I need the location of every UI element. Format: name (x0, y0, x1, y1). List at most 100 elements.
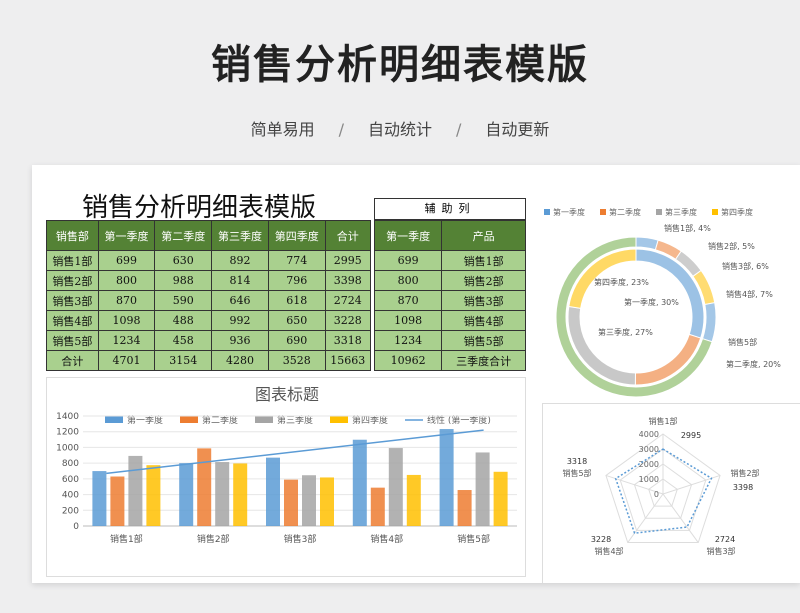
legend-label: 线性 (第一季度) (427, 414, 491, 426)
outer-slice (701, 302, 717, 343)
radar-chart[interactable]: 0 1000 2000 3000 4000 销售1部 2995 销售2部 3398 销售3部 272… (542, 403, 800, 583)
bar (352, 439, 367, 526)
sales-table-cell[interactable]: 2995 (324, 250, 372, 271)
legend-swatch (656, 209, 662, 215)
sheet-title: 销售分析明细表模版 (82, 193, 317, 223)
sales-table-cell[interactable]: 4280 (211, 350, 269, 371)
sales-table-cell[interactable]: 618 (267, 290, 326, 311)
legend-label: 第四季度 (721, 207, 753, 217)
sales-table-cell[interactable]: 销售3部 (46, 290, 99, 311)
aux-table-header-1: 产品 (441, 220, 526, 251)
sales-table-cell[interactable]: 合计 (46, 350, 99, 371)
sales-table-cell[interactable]: 3528 (267, 350, 326, 371)
sales-table-cell[interactable]: 销售1部 (46, 250, 99, 271)
sales-table-cell[interactable]: 699 (97, 250, 156, 271)
sales-table-cell[interactable]: 936 (211, 330, 269, 351)
sales-table-cell[interactable]: 3318 (324, 330, 372, 351)
bar (284, 479, 298, 526)
bar-chart[interactable]: 图表标题 第一季度 第二季度 第三季度 第四季度 线性 (第一季度) 0 200 400 600 8… (46, 377, 526, 577)
hero-title: 销售分析明细表模版 (211, 42, 589, 88)
inner-data-label: 第四季度, 23% (594, 277, 649, 287)
legend-label: 第三季度 (277, 414, 313, 426)
sales-table-cell[interactable]: 15663 (324, 350, 372, 371)
radar-tick-label: 2000 (639, 460, 659, 469)
legend-label: 第一季度 (553, 207, 585, 217)
radar-category-label: 销售4部 (594, 546, 623, 556)
bar (439, 429, 454, 526)
aux-table-header-0: 第一季度 (373, 220, 443, 251)
sales-table-cell[interactable]: 488 (154, 310, 213, 331)
radar-grid (648, 478, 678, 507)
aux-table-cell[interactable]: 800 (373, 270, 443, 291)
bar (197, 448, 212, 526)
sales-table-cell[interactable]: 796 (267, 270, 326, 291)
sales-table-cell[interactable]: 3398 (324, 270, 372, 291)
inner-data-label: 第一季度, 30% (624, 297, 679, 307)
aux-table-cell[interactable]: 1234 (373, 330, 443, 351)
outer-slice (635, 236, 659, 251)
sales-table-cell[interactable]: 992 (211, 310, 269, 331)
sales-table-cell[interactable]: 3154 (154, 350, 213, 371)
sales-table-cell[interactable]: 590 (154, 290, 213, 311)
aux-table-cell[interactable]: 销售4部 (441, 310, 526, 331)
bar (266, 457, 280, 526)
table-row: 699 销售1部 (373, 250, 526, 271)
aux-table-cell[interactable]: 1098 (373, 310, 443, 331)
subtitle: 简单易用 / 自动统计 / 自动更新 (0, 116, 800, 140)
donut-chart[interactable]: 第一季度 第二季度 第三季度 第四季度 第一季度, 30% 第二季度, 20% 第三季度, … (532, 193, 800, 403)
aux-table-cell[interactable]: 三季度合计 (441, 350, 526, 371)
sales-table-cell[interactable]: 988 (154, 270, 213, 291)
inner-data-label: 第二季度, 20% (726, 359, 781, 369)
legend-swatch (255, 416, 273, 423)
sales-table-cell[interactable]: 870 (97, 290, 156, 311)
radar-grid (633, 463, 693, 519)
aux-table-cell[interactable]: 销售3部 (441, 290, 526, 311)
aux-table-cell[interactable]: 销售5部 (441, 330, 526, 351)
radar-tick-label: 3000 (639, 445, 659, 454)
radar-category-label: 销售2部 (730, 468, 759, 478)
sales-table-header-3: 第三季度 (211, 220, 269, 251)
bar (128, 455, 143, 526)
x-tick-label: 销售2部 (197, 533, 230, 545)
sales-table-cell[interactable]: 3228 (324, 310, 372, 331)
sales-table-cell[interactable]: 800 (97, 270, 156, 291)
table-row: 1234 销售5部 (373, 330, 526, 351)
sales-table-header-1: 第一季度 (97, 220, 156, 251)
sales-table-cell[interactable]: 814 (211, 270, 269, 291)
legend-swatch (330, 416, 348, 423)
bar (302, 475, 316, 526)
aux-table-cell[interactable]: 销售2部 (441, 270, 526, 291)
sales-table-cell[interactable]: 销售4部 (46, 310, 99, 331)
table-row: 800 销售2部 (373, 270, 526, 291)
aux-table-cell[interactable]: 870 (373, 290, 443, 311)
sales-table-cell[interactable]: 4701 (97, 350, 156, 371)
sales-table-cell[interactable]: 892 (211, 250, 269, 271)
bar (110, 476, 125, 526)
bar (215, 462, 230, 526)
sales-table-cell[interactable]: 销售5部 (46, 330, 99, 351)
radar-grid (605, 433, 721, 544)
sales-table-cell[interactable]: 646 (211, 290, 269, 311)
sales-table: 销售部 第一季度 第二季度 第三季度 第四季度 合计 销售1部 699 630 892 774 29… (46, 220, 372, 371)
sales-table-cell[interactable]: 774 (267, 250, 326, 271)
sales-table-cell[interactable]: 630 (154, 250, 213, 271)
inner-slice (634, 333, 702, 386)
radar-tick-label: 0 (654, 490, 659, 499)
bar (233, 463, 248, 526)
radar-series (614, 448, 713, 534)
sales-table-cell[interactable]: 1098 (97, 310, 156, 331)
aux-table-cell[interactable]: 10962 (373, 350, 443, 371)
aux-table-cell[interactable]: 699 (373, 250, 443, 271)
x-tick-label: 销售5部 (457, 533, 490, 545)
sales-table-cell[interactable]: 1234 (97, 330, 156, 351)
legend-swatch (180, 416, 198, 423)
sales-table-cell[interactable]: 2724 (324, 290, 372, 311)
sales-table-cell[interactable]: 650 (267, 310, 326, 331)
sales-table-cell[interactable]: 458 (154, 330, 213, 351)
aux-table-cell[interactable]: 销售1部 (441, 250, 526, 271)
legend-label: 第二季度 (202, 414, 238, 426)
sales-table-cell[interactable]: 销售2部 (46, 270, 99, 291)
sales-table-cell[interactable]: 690 (267, 330, 326, 351)
bar (92, 471, 107, 526)
